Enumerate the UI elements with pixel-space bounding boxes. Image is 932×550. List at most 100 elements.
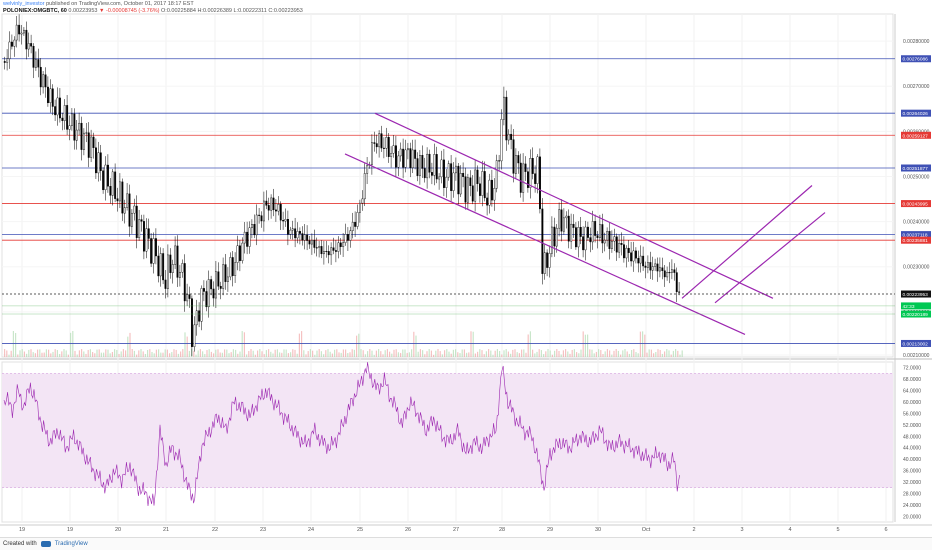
- volume-bar: [459, 353, 461, 357]
- rsi-tick-label: 72.0000: [903, 366, 921, 372]
- volume-bar: [305, 354, 307, 357]
- candle-up: [42, 74, 45, 88]
- candle-down: [435, 154, 438, 180]
- candle-down: [675, 272, 678, 293]
- volume-bar: [239, 351, 241, 357]
- volume-bar: [17, 354, 19, 357]
- volume-bar: [525, 352, 527, 357]
- candle-down: [176, 245, 179, 278]
- volume-bar: [151, 351, 153, 357]
- candle-up: [200, 288, 203, 322]
- volume-bar: [6, 350, 8, 357]
- volume-bar: [474, 353, 476, 357]
- candle-up: [284, 219, 287, 222]
- candle-up: [82, 132, 85, 150]
- candle-down: [644, 265, 647, 268]
- chart-canvas[interactable]: 19 19 20 21 22 23 24 25 26 27 28 29 30 Oct 2 3 4 5 60.0028…: [0, 0, 932, 537]
- candle-down: [534, 173, 537, 184]
- candle-down: [94, 147, 97, 174]
- candle-down: [44, 74, 47, 88]
- volume-bar: [235, 349, 237, 357]
- candle-up: [440, 159, 443, 178]
- volume-bar: [426, 351, 428, 357]
- candle-down: [320, 246, 323, 255]
- candle-down: [402, 148, 405, 168]
- candle-down: [553, 226, 556, 247]
- volume-bar: [681, 350, 683, 357]
- volume-bar: [107, 349, 109, 357]
- volume-bar: [408, 352, 410, 357]
- volume-bar: [615, 349, 617, 357]
- candle-down: [469, 177, 472, 186]
- volume-bar: [406, 352, 408, 357]
- candle-up: [229, 257, 232, 278]
- candle-down: [306, 234, 309, 241]
- candle-down: [99, 152, 102, 171]
- volume-bar: [364, 354, 366, 357]
- volume-bar: [342, 349, 344, 357]
- candle-down: [383, 147, 385, 149]
- candle-down: [479, 183, 481, 196]
- ohlc-high: H:0.00226389: [197, 8, 232, 14]
- volume-bar: [114, 349, 116, 357]
- current-price-box: [901, 290, 931, 298]
- y-tick-label: 0.00230000: [903, 265, 930, 271]
- candle-up: [611, 240, 613, 249]
- footer: Created with TradingView: [0, 537, 932, 550]
- candle-down: [162, 253, 165, 281]
- candle-down: [313, 239, 316, 248]
- volume-bar: [259, 349, 261, 357]
- volume-bar: [265, 350, 267, 357]
- volume-bar: [158, 349, 160, 357]
- volume-bar: [120, 351, 122, 357]
- candle-down: [421, 155, 424, 169]
- volume-bar: [433, 354, 435, 357]
- volume-bar: [243, 332, 245, 357]
- volume-bar: [404, 349, 406, 357]
- volume-bar: [360, 349, 362, 357]
- candle-up: [445, 176, 448, 188]
- candle-down: [373, 142, 376, 144]
- candle-down: [387, 137, 390, 157]
- candle-up: [152, 238, 155, 264]
- last-price: 0.00223953: [68, 8, 98, 14]
- volume-bar: [155, 349, 157, 357]
- volume-bar: [94, 353, 96, 357]
- volume-bar: [8, 354, 10, 357]
- candle-down: [231, 257, 234, 276]
- price-label: 0.00276086: [903, 57, 929, 63]
- volume-bar: [213, 353, 215, 357]
- volume-bar: [503, 350, 505, 357]
- candle-up: [359, 202, 361, 213]
- candle-down: [347, 234, 349, 241]
- candle-down: [539, 156, 541, 210]
- volume-bar: [109, 353, 111, 357]
- candle-down: [464, 176, 467, 203]
- candle-up: [455, 165, 457, 174]
- price-label-box: [901, 231, 931, 239]
- candle-up: [356, 212, 359, 227]
- green-label: 0.00220189: [903, 312, 929, 318]
- candle-down: [395, 145, 397, 168]
- volume-bar: [637, 353, 639, 357]
- price-label: 0.00235881: [903, 238, 929, 244]
- candle-down: [601, 224, 604, 244]
- tradingview-brand[interactable]: TradingView: [54, 541, 88, 547]
- candle-down: [572, 223, 575, 228]
- candle-down: [92, 136, 95, 148]
- y-tick-label: 0.00240000: [903, 220, 930, 226]
- volume-bar: [39, 349, 41, 357]
- candle-down: [608, 231, 611, 249]
- candle-down: [656, 263, 659, 272]
- author-link[interactable]: welvinly_investor: [3, 1, 45, 7]
- volume-bar: [602, 354, 604, 357]
- volume-bar: [472, 331, 474, 357]
- green-label-box: [901, 310, 931, 318]
- symbol-label: POLONIEX:OMGBTC, 60: [3, 8, 67, 14]
- volume-bar: [573, 349, 575, 357]
- down-arrow-icon: ▼: [99, 8, 105, 14]
- candle-down: [205, 291, 208, 308]
- candle-down: [524, 163, 527, 172]
- candle-up: [407, 148, 409, 151]
- volume-bar: [463, 349, 465, 357]
